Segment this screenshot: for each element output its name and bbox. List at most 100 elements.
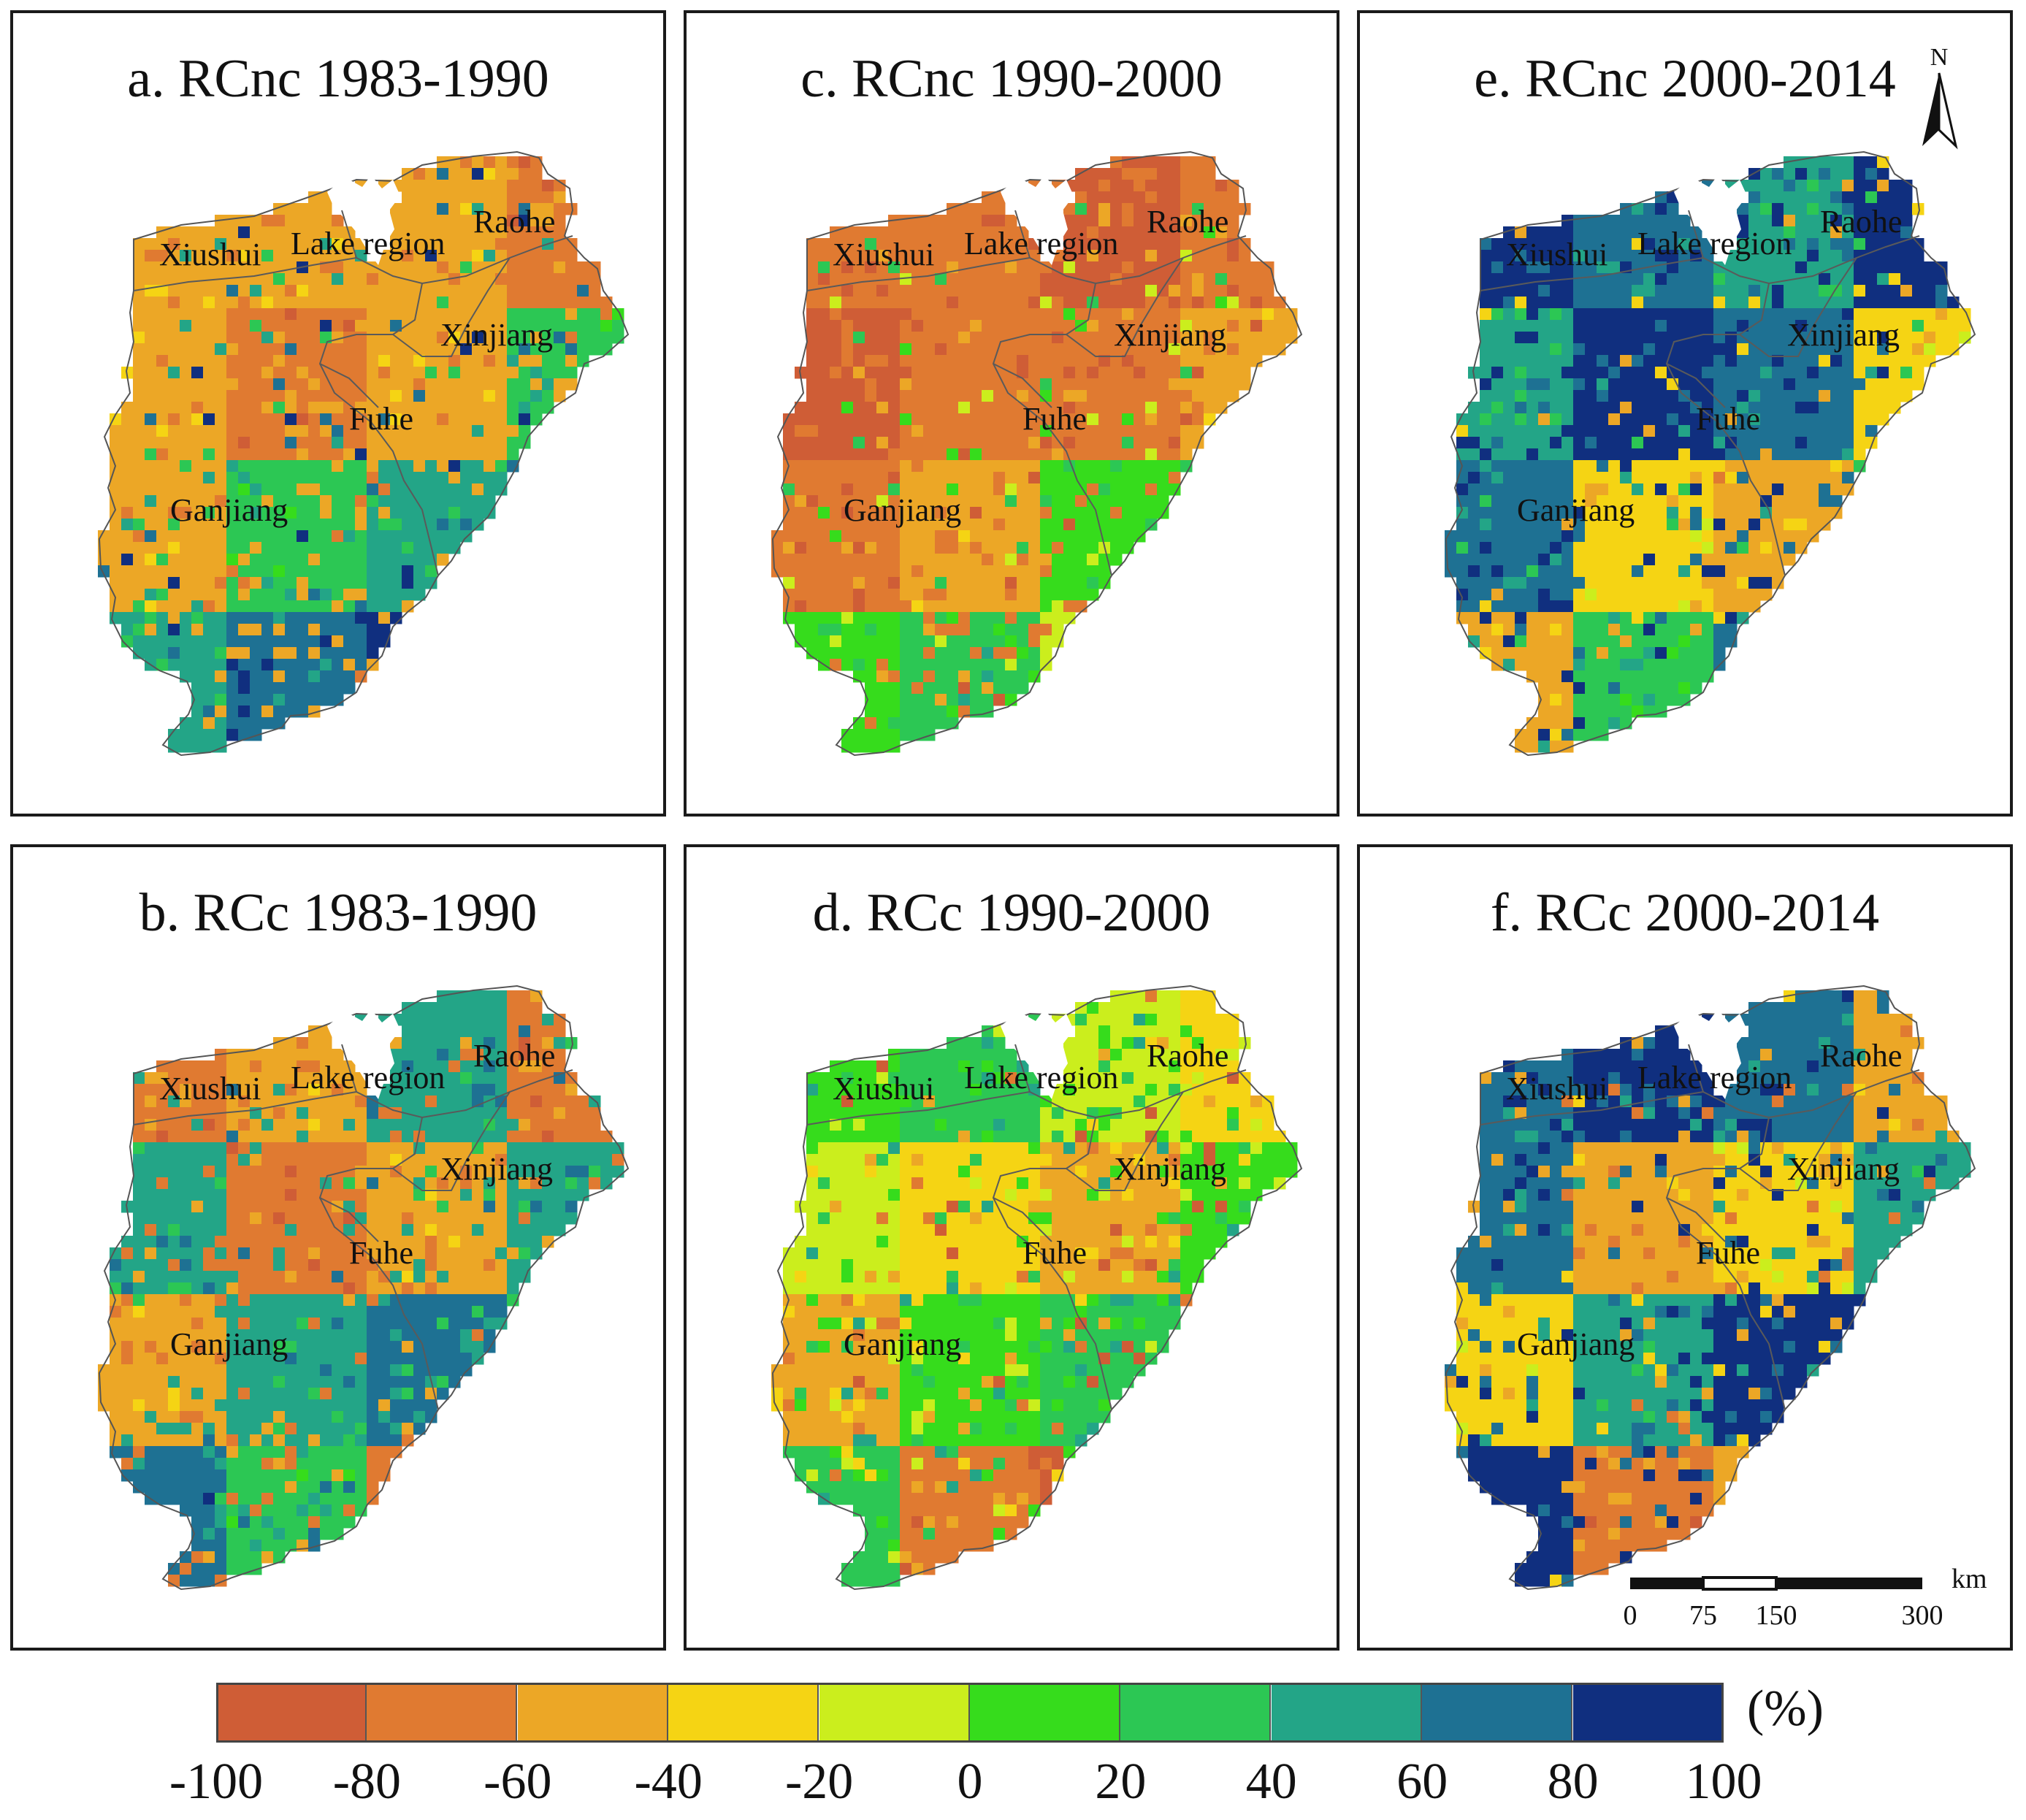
- grid-cell: [1503, 320, 1515, 332]
- grid-cell: [1087, 355, 1099, 367]
- grid-cell: [876, 437, 889, 449]
- grid-cell: [519, 1166, 531, 1178]
- grid-cell: [402, 1119, 414, 1131]
- grid-cell: [519, 261, 531, 274]
- grid-cell: [308, 332, 321, 344]
- grid-cell: [1632, 682, 1644, 695]
- grid-cell: [1702, 460, 1714, 473]
- grid-cell: [413, 448, 426, 461]
- grid-cell: [238, 367, 251, 379]
- grid-cell: [1830, 402, 1843, 414]
- grid-cell: [1480, 273, 1492, 286]
- grid-cell: [413, 519, 426, 531]
- grid-cell: [472, 460, 484, 473]
- grid-cell: [238, 682, 251, 695]
- grid-cell: [1643, 670, 1656, 683]
- grid-cell: [1526, 507, 1539, 519]
- grid-cell: [1215, 332, 1228, 344]
- grid-cell: [273, 670, 286, 683]
- grid-cell: [947, 659, 959, 671]
- grid-cell: [1877, 320, 1889, 332]
- grid-cell: [1889, 273, 1901, 286]
- grid-cell: [1889, 378, 1901, 391]
- grid-cell: [1877, 215, 1889, 227]
- grid-cell: [1760, 367, 1773, 379]
- grid-cell: [1063, 413, 1076, 426]
- grid-cell: [320, 530, 332, 543]
- grid-cell: [145, 612, 157, 624]
- grid-cell: [483, 332, 496, 344]
- grid-cell: [1028, 659, 1041, 671]
- grid-cell: [1098, 472, 1111, 484]
- grid-cell: [923, 635, 936, 648]
- grid-cell: [1608, 600, 1621, 613]
- grid-cell: [1134, 495, 1146, 508]
- grid-cell: [308, 1107, 321, 1120]
- grid-cell: [1784, 297, 1796, 309]
- grid-cell: [320, 542, 332, 554]
- grid-cell: [1877, 168, 1889, 180]
- grid-cell: [483, 437, 496, 449]
- grid-cell: [1180, 297, 1193, 309]
- grid-cell: [495, 180, 508, 192]
- grid-cell: [1795, 495, 1808, 508]
- grid-cell: [378, 495, 391, 508]
- grid-cell: [495, 1177, 508, 1190]
- grid-cell: [285, 297, 297, 309]
- grid-cell: [1667, 261, 1679, 274]
- grid-cell: [1250, 308, 1263, 321]
- grid-cell: [853, 355, 865, 367]
- grid-cell: [191, 343, 204, 356]
- grid-cell: [911, 600, 924, 613]
- grid-cell: [1795, 261, 1808, 274]
- grid-cell: [1912, 308, 1924, 321]
- grid-cell: [1017, 507, 1029, 519]
- grid-cell: [1830, 472, 1843, 484]
- grid-cell: [297, 495, 309, 508]
- grid-cell: [888, 729, 901, 741]
- grid-cell: [1819, 483, 1831, 496]
- grid-cell: [1795, 425, 1808, 437]
- grid-cell: [530, 1096, 543, 1108]
- grid-cell: [1924, 332, 1936, 344]
- grid-cell: [830, 565, 842, 578]
- grid-cell: [865, 600, 877, 613]
- grid-cell: [1075, 519, 1087, 531]
- grid-cell: [425, 425, 437, 437]
- grid-cell: [1180, 191, 1193, 204]
- grid-cell: [1807, 343, 1819, 356]
- grid-cell: [1075, 332, 1087, 344]
- grid-cell: [297, 635, 309, 648]
- grid-cell: [238, 448, 251, 461]
- grid-cell: [970, 320, 982, 332]
- grid-cell: [226, 554, 239, 566]
- grid-cell: [1087, 215, 1099, 227]
- grid-cell: [1538, 413, 1551, 426]
- grid-cell: [1830, 355, 1843, 367]
- grid-cell: [1204, 297, 1216, 309]
- grid-cell: [1655, 647, 1667, 659]
- grid-cell: [876, 741, 889, 753]
- grid-cell: [1480, 448, 1492, 461]
- grid-cell: [285, 670, 297, 683]
- grid-cell: [1807, 530, 1819, 543]
- grid-cell: [437, 460, 449, 473]
- grid-cell: [1456, 425, 1469, 437]
- grid-cell: [215, 448, 227, 461]
- grid-cell: [180, 495, 192, 508]
- grid-cell: [1122, 519, 1134, 531]
- grid-cell: [795, 565, 807, 578]
- grid-cell: [425, 226, 437, 239]
- grid-cell: [507, 226, 519, 239]
- grid-cell: [1713, 343, 1726, 356]
- grid-cell: [191, 577, 204, 589]
- grid-cell: [900, 519, 912, 531]
- grid-cell: [1480, 261, 1492, 274]
- grid-cell: [261, 507, 274, 519]
- grid-cell: [156, 1096, 169, 1108]
- grid-cell: [1052, 612, 1064, 624]
- grid-cell: [507, 308, 519, 321]
- grid-cell: [367, 624, 379, 636]
- grid-cell: [1538, 226, 1551, 239]
- grid-cell: [1784, 215, 1796, 227]
